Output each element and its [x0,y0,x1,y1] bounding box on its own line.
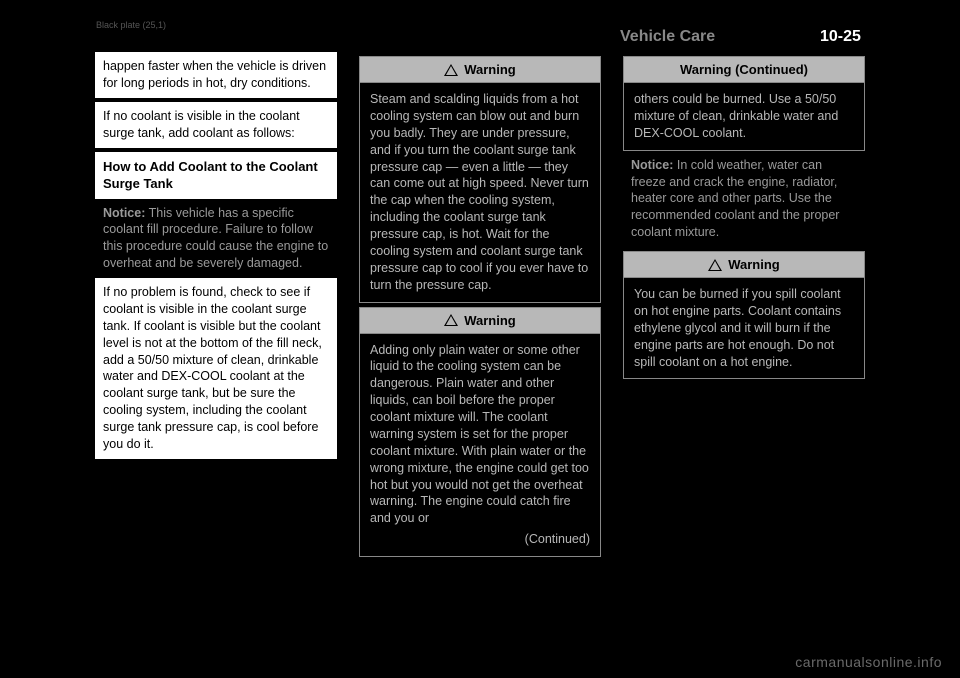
warning-3-header: Warning [624,252,864,278]
warning-1-body: Steam and scalding liquids from a hot co… [360,83,600,302]
col1-paragraph-3: If no problem is found, check to see if … [95,278,337,459]
warning-2-continued-label: (Continued) [370,527,590,548]
warning-3-title: Warning [728,257,780,272]
warning-1-title: Warning [464,62,516,77]
warning-box-1: Warning Steam and scalding liquids from … [359,56,601,303]
warning-triangle-icon [444,64,458,76]
watermark: carmanualsonline.info [795,654,942,670]
col1-paragraph-1: happen faster when the vehicle is driven… [95,52,337,98]
col1-paragraph-2: If no coolant is visible in the coolant … [95,102,337,148]
warning-1-header: Warning [360,57,600,83]
warning-3-body: You can be burned if you spill coolant o… [624,278,864,378]
warning-2-text: Adding only plain water or some other li… [370,343,589,526]
warning-continued-box: Warning (Continued) others could be burn… [623,56,865,151]
notice-label: Notice: [103,206,145,220]
column-1: happen faster when the vehicle is driven… [95,52,337,557]
col1-heading: How to Add Coolant to the Coolant Surge … [95,152,337,199]
column-3: Warning (Continued) others could be burn… [623,52,865,557]
warning-continued-body: others could be burned. Use a 50/50 mixt… [624,83,864,150]
warning-box-2: Warning Adding only plain water or some … [359,307,601,558]
top-header-line: Black plate (25,1) [96,20,166,30]
columns: happen faster when the vehicle is driven… [95,52,865,557]
page-body: happen faster when the vehicle is driven… [95,52,865,632]
page-number: 10-25 [820,28,861,46]
column-2: Warning Steam and scalding liquids from … [359,52,601,557]
warning-triangle-icon [444,314,458,326]
col1-notice: Notice: This vehicle has a specific cool… [95,199,337,279]
section-title: Vehicle Care [620,28,715,46]
warning-2-body: Adding only plain water or some other li… [360,334,600,557]
warning-box-3: Warning You can be burned if you spill c… [623,251,865,379]
warning-triangle-icon [708,259,722,271]
warning-continued-header: Warning (Continued) [624,57,864,83]
col3-notice: Notice: In cold weather, water can freez… [623,151,865,247]
notice-label: Notice: [631,158,673,172]
warning-2-title: Warning [464,313,516,328]
warning-continued-title: Warning (Continued) [680,62,808,77]
warning-2-header: Warning [360,308,600,334]
